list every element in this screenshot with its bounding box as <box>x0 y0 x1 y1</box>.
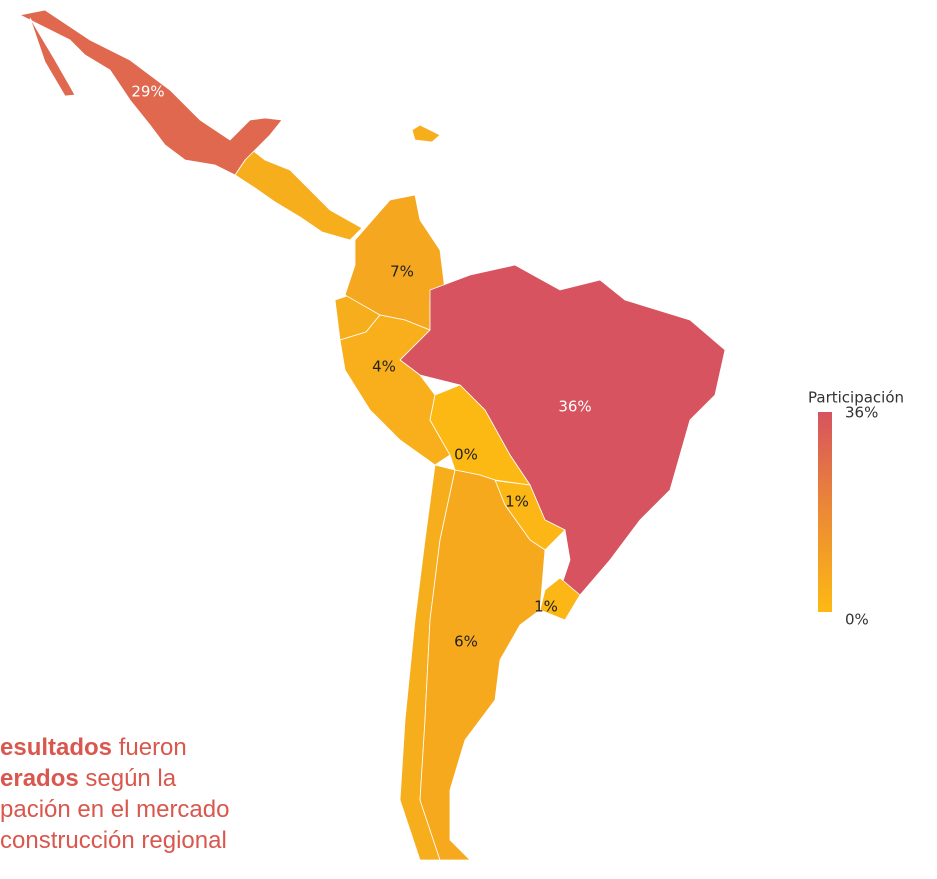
note-line: construcción regional <box>0 827 227 854</box>
region-label: 1% <box>505 493 529 511</box>
note-segment: según la <box>79 765 177 792</box>
caribbean-island <box>411 124 441 143</box>
region <box>539 577 581 621</box>
note-segment: esultados <box>0 734 112 761</box>
central-america <box>234 149 363 241</box>
note-segment: construcción regional <box>0 827 227 854</box>
legend-min: 0% <box>845 611 869 629</box>
region-label: 4% <box>372 358 396 376</box>
region-label: 7% <box>390 263 414 281</box>
region <box>18 9 283 176</box>
note-segment: pación en el mercado <box>0 796 229 823</box>
note-line: esultados fueron <box>0 734 187 761</box>
legend-max: 36% <box>845 404 878 422</box>
note-segment: erados <box>0 765 79 792</box>
region <box>339 314 451 466</box>
legend-gradient <box>818 412 832 612</box>
region-label: 6% <box>454 633 478 651</box>
legend-title: Participación <box>808 389 904 407</box>
region <box>419 469 546 861</box>
note-line: erados según la <box>0 765 177 792</box>
region-label: 1% <box>534 598 558 616</box>
region-label: 36% <box>558 398 591 416</box>
note-line: pación en el mercado <box>0 796 229 823</box>
note-segment: fueron <box>112 734 187 761</box>
region-label: 29% <box>131 83 164 101</box>
region-label: 0% <box>454 446 478 464</box>
